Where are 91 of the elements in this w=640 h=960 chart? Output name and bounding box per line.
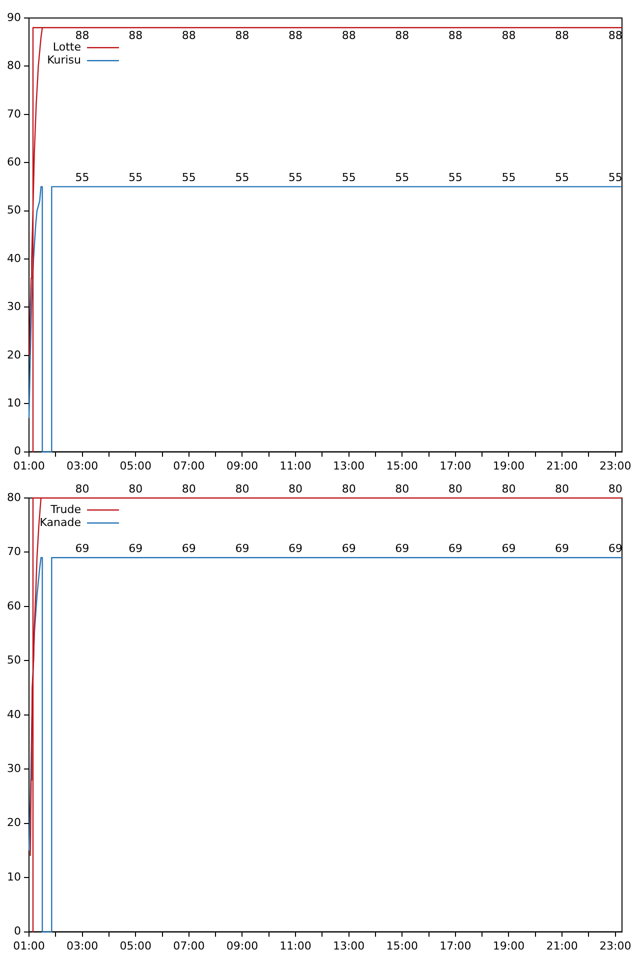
x-tick-label: 13:00 <box>332 459 365 472</box>
data-label: 69 <box>342 542 356 556</box>
y-tick-label: 90 <box>6 10 21 24</box>
x-tick-label: 17:00 <box>440 939 472 952</box>
x-tick-label: 21:00 <box>546 459 578 472</box>
y-tick-label: 80 <box>6 490 21 504</box>
x-tick-label: 21:00 <box>546 939 578 952</box>
y-tick-label: 50 <box>6 204 21 217</box>
data-label: 80 <box>448 482 462 496</box>
data-label: 69 <box>75 542 90 556</box>
data-label: 55 <box>555 171 570 184</box>
data-label: 55 <box>182 171 196 184</box>
data-label: 55 <box>288 171 303 184</box>
x-tick-label: 15:00 <box>386 459 418 472</box>
x-tick-label: 03:00 <box>66 939 98 952</box>
x-tick-label: 23:00 <box>599 939 632 952</box>
data-label: 88 <box>288 29 303 42</box>
data-label: 55 <box>75 171 90 184</box>
y-tick-label: 40 <box>6 252 21 265</box>
data-label: 80 <box>235 482 250 496</box>
data-label: 55 <box>448 171 462 184</box>
y-tick-label: 30 <box>6 762 21 775</box>
data-label: 69 <box>128 542 143 556</box>
data-label: 88 <box>75 29 90 42</box>
data-label: 80 <box>182 482 196 496</box>
y-tick-label: 30 <box>6 300 21 314</box>
legend-label: Kurisu <box>47 54 81 66</box>
x-tick-label: 05:00 <box>120 939 152 952</box>
data-label: 69 <box>555 542 570 556</box>
data-label: 80 <box>288 482 303 496</box>
y-tick-label: 20 <box>6 348 21 362</box>
y-tick-label: 70 <box>6 107 21 120</box>
data-label: 80 <box>342 482 356 496</box>
data-label: 80 <box>555 482 570 496</box>
x-tick-label: 17:00 <box>440 459 472 472</box>
data-label: 69 <box>288 542 303 556</box>
data-label: 69 <box>395 542 410 556</box>
data-label: 88 <box>342 29 356 42</box>
x-tick-label: 09:00 <box>226 459 258 472</box>
data-label: 80 <box>128 482 143 496</box>
y-tick-label: 10 <box>6 396 21 410</box>
y-tick-label: 50 <box>6 654 21 667</box>
x-tick-label: 19:00 <box>492 939 525 952</box>
y-tick-label: 70 <box>6 545 21 558</box>
data-label: 55 <box>342 171 356 184</box>
data-label: 55 <box>502 171 516 184</box>
y-tick-label: 0 <box>14 924 21 938</box>
x-tick-label: 07:00 <box>173 939 205 952</box>
data-label: 55 <box>608 171 622 184</box>
y-tick-label: 20 <box>6 816 21 830</box>
y-tick-label: 80 <box>6 59 21 72</box>
data-label: 55 <box>395 171 410 184</box>
x-tick-label: 03:00 <box>66 459 98 472</box>
y-tick-label: 40 <box>6 708 21 721</box>
data-label: 80 <box>608 482 622 496</box>
data-label: 88 <box>182 29 196 42</box>
x-tick-label: 23:00 <box>599 459 632 472</box>
data-label: 88 <box>395 29 410 42</box>
data-label: 55 <box>128 171 143 184</box>
x-tick-label: 11:00 <box>280 939 312 952</box>
data-label: 69 <box>182 542 196 556</box>
x-tick-label: 05:00 <box>120 459 152 472</box>
legend-label: Kanade <box>40 516 82 529</box>
x-tick-label: 09:00 <box>226 939 258 952</box>
data-label: 69 <box>448 542 462 556</box>
x-tick-label: 11:00 <box>280 459 312 472</box>
data-label: 88 <box>502 29 516 42</box>
data-label: 80 <box>75 482 90 496</box>
legend-label: Trude <box>50 502 82 516</box>
data-label: 55 <box>235 171 250 184</box>
x-tick-label: 01:00 <box>13 459 45 472</box>
data-label: 88 <box>448 29 462 42</box>
data-label: 80 <box>502 482 516 496</box>
y-tick-label: 60 <box>6 599 21 612</box>
x-tick-label: 19:00 <box>492 459 525 472</box>
legend-label: Lotte <box>52 40 82 54</box>
x-tick-label: 13:00 <box>332 939 365 952</box>
data-label: 69 <box>608 542 622 556</box>
data-label: 88 <box>128 29 143 42</box>
data-label: 80 <box>395 482 410 496</box>
x-tick-label: 07:00 <box>173 459 205 472</box>
data-label: 69 <box>502 542 516 556</box>
y-tick-label: 0 <box>14 444 21 458</box>
data-label: 69 <box>235 542 250 556</box>
y-tick-label: 10 <box>6 870 21 884</box>
data-label: 88 <box>555 29 570 42</box>
x-tick-label: 15:00 <box>386 939 418 952</box>
x-tick-label: 01:00 <box>13 939 45 952</box>
data-label: 88 <box>608 29 622 42</box>
data-label: 88 <box>235 29 250 42</box>
y-tick-label: 60 <box>6 155 21 168</box>
